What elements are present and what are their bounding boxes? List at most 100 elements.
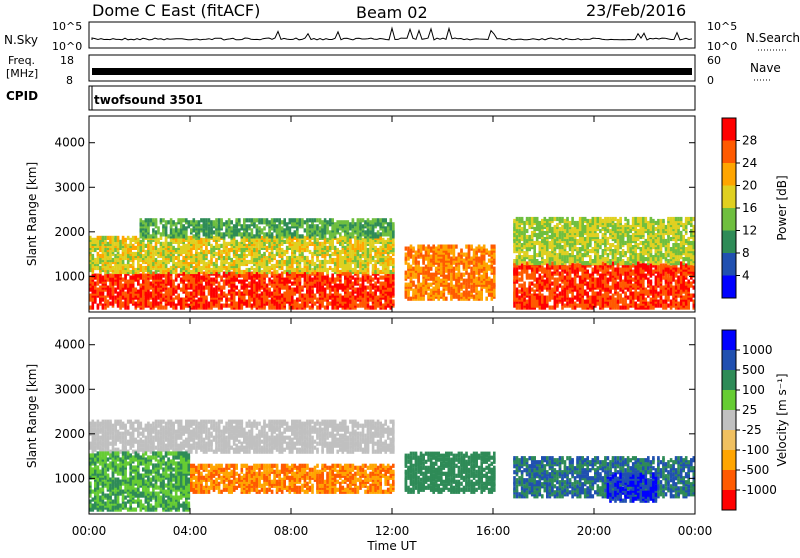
heatmap-cell — [124, 292, 127, 296]
heatmap-cell — [372, 264, 375, 268]
heatmap-cell — [384, 262, 387, 266]
heatmap-cell — [281, 298, 284, 302]
heatmap-cell — [268, 228, 271, 232]
heatmap-cell — [379, 246, 382, 250]
heatmap-cell — [140, 274, 143, 278]
heatmap-cell — [493, 245, 496, 249]
heatmap-cell — [203, 286, 206, 290]
heatmap-cell — [422, 267, 425, 271]
heatmap-cell — [210, 220, 213, 224]
heatmap-cell — [157, 260, 160, 264]
heatmap-cell — [107, 292, 110, 296]
heatmap-cell — [463, 285, 466, 289]
heatmap-cell — [160, 218, 163, 222]
heatmap-cell — [415, 275, 418, 279]
heatmap-cell — [465, 245, 468, 249]
heatmap-cell — [304, 244, 307, 248]
heatmap-cell — [256, 232, 259, 236]
heatmap-cell — [291, 272, 294, 276]
heatmap-cell — [407, 263, 410, 267]
heatmap-cell — [233, 260, 236, 264]
heatmap-cell — [170, 218, 173, 222]
heatmap-cell — [253, 268, 256, 272]
heatmap-cell — [379, 302, 382, 306]
heatmap-cell — [228, 280, 231, 284]
heatmap-cell — [185, 248, 188, 252]
heatmap-cell — [437, 297, 440, 301]
heatmap-cell — [251, 228, 254, 232]
heatmap-cell — [619, 268, 622, 272]
heatmap-cell — [549, 298, 552, 302]
heatmap-cell — [170, 246, 173, 250]
heatmap-cell — [167, 242, 170, 246]
heatmap-cell — [278, 240, 281, 244]
heatmap-cell — [329, 266, 332, 270]
heatmap-cell — [448, 255, 451, 259]
heatmap-cell — [281, 304, 284, 308]
heatmap-cell — [182, 298, 185, 302]
heatmap-cell — [352, 244, 355, 248]
heatmap-cell — [364, 300, 367, 304]
heatmap-cell — [347, 272, 350, 276]
heatmap-cell — [571, 278, 574, 282]
heatmap-cell — [329, 278, 332, 282]
heatmap-cell — [112, 242, 115, 246]
heatmap-cell — [137, 264, 140, 268]
heatmap-cell — [235, 286, 238, 290]
heatmap-cell — [299, 234, 302, 238]
heatmap-cell — [225, 220, 228, 224]
heatmap-cell — [576, 268, 579, 272]
heatmap-cell — [342, 220, 345, 224]
heatmap-cell — [319, 272, 322, 276]
heatmap-cell — [642, 294, 645, 298]
heatmap-cell — [273, 246, 276, 250]
heatmap-cell — [352, 276, 355, 280]
heatmap-cell — [336, 224, 339, 228]
heatmap-cell — [417, 245, 420, 249]
heatmap-cell — [165, 264, 168, 268]
heatmap-cell — [377, 286, 380, 290]
heatmap-cell — [213, 262, 216, 266]
heatmap-cell — [581, 280, 584, 284]
heatmap-cell — [208, 282, 211, 286]
heatmap-cell — [117, 286, 120, 290]
heatmap-cell — [544, 300, 547, 304]
heatmap-cell — [246, 218, 249, 222]
heatmap-cell — [485, 289, 488, 293]
heatmap-cell — [99, 274, 102, 278]
heatmap-cell — [203, 300, 206, 304]
heatmap-cell — [349, 232, 352, 236]
heatmap-cell — [339, 294, 342, 298]
heatmap-cell — [241, 280, 244, 284]
heatmap-cell — [528, 282, 531, 286]
heatmap-cell — [377, 218, 380, 222]
heatmap-cell — [155, 298, 158, 302]
heatmap-cell — [334, 258, 337, 262]
heatmap-cell — [210, 250, 213, 254]
heatmap-cell — [331, 252, 334, 256]
heatmap-cell — [516, 288, 519, 292]
heatmap-cell — [485, 269, 488, 273]
heatmap-cell — [367, 280, 370, 284]
heatmap-cell — [152, 288, 155, 292]
heatmap-cell — [228, 304, 231, 308]
heatmap-cell — [554, 268, 557, 272]
heatmap-cell — [634, 306, 637, 310]
heatmap-cell — [182, 302, 185, 306]
heatmap-cell — [531, 288, 534, 292]
heatmap-cell — [167, 220, 170, 224]
heatmap-cell — [99, 240, 102, 244]
heatmap-cell — [132, 294, 135, 298]
heatmap-cell — [390, 224, 393, 228]
heatmap-cell — [604, 288, 607, 292]
heatmap-cell — [344, 232, 347, 236]
heatmap-cell — [177, 218, 180, 222]
heatmap-cell — [382, 290, 385, 294]
heatmap-cell — [119, 254, 122, 258]
heatmap-cell — [619, 306, 622, 310]
heatmap-cell — [104, 300, 107, 304]
heatmap-cell — [410, 249, 413, 253]
heatmap-cell — [523, 282, 526, 286]
heatmap-cell — [334, 306, 337, 310]
heatmap-cell — [574, 272, 577, 276]
